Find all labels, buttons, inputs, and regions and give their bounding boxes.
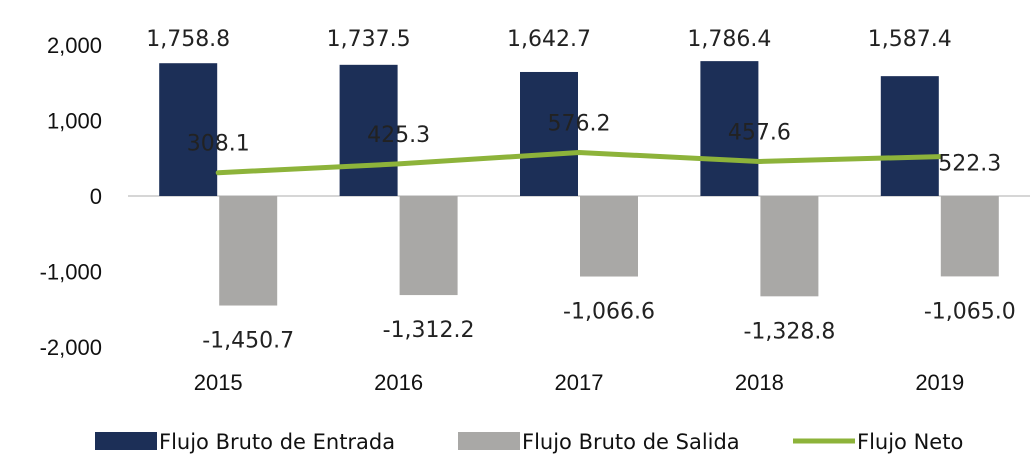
legend-label: Flujo Bruto de Salida bbox=[522, 430, 740, 454]
data-label-entrada: 1,786.4 bbox=[687, 27, 771, 52]
bar-flujo-salida bbox=[940, 196, 999, 277]
data-label-entrada: 1,758.8 bbox=[146, 27, 230, 52]
line-group bbox=[215, 149, 943, 176]
data-label-neto: 425.3 bbox=[367, 123, 430, 148]
bar-flujo-entrada bbox=[520, 71, 578, 196]
bar-flujo-salida bbox=[580, 196, 638, 277]
axis-group: 2,000 1,000 0 -1,000 -2,000 2015 2016 2017 2018 2… bbox=[40, 33, 1030, 395]
data-label-neto: 576.2 bbox=[548, 111, 611, 136]
bar-flujo-salida bbox=[760, 196, 819, 297]
x-tick-label: 2019 bbox=[915, 370, 964, 395]
data-label-salida: -1,450.7 bbox=[202, 329, 294, 354]
bar-flujo-salida bbox=[219, 196, 278, 306]
legend: Flujo Bruto de Entrada Flujo Bruto de Sal… bbox=[95, 430, 963, 454]
bar-flujo-salida bbox=[399, 196, 458, 296]
y-tick-label: -2,000 bbox=[40, 335, 102, 360]
data-label-salida: -1,328.8 bbox=[743, 319, 835, 344]
y-tick-label: 1,000 bbox=[47, 109, 102, 134]
x-tick-label: 2017 bbox=[555, 370, 604, 395]
legend-label: Flujo Bruto de Entrada bbox=[159, 430, 395, 454]
data-label-entrada: 1,737.5 bbox=[327, 27, 411, 52]
bar-flujo-entrada bbox=[339, 64, 398, 196]
data-label-salida: -1,066.6 bbox=[563, 300, 655, 325]
x-tick-label: 2018 bbox=[735, 370, 784, 395]
bars-group bbox=[159, 61, 999, 306]
legend-swatch bbox=[458, 432, 520, 450]
data-label-entrada: 1,642.7 bbox=[507, 27, 591, 52]
data-label-entrada: 1,587.4 bbox=[868, 27, 952, 52]
bar-flujo-entrada bbox=[880, 76, 939, 196]
data-label-neto: 522.3 bbox=[938, 152, 1001, 177]
x-tick-label: 2016 bbox=[374, 370, 423, 395]
line-flujo-neto bbox=[215, 149, 943, 176]
data-label-neto: 457.6 bbox=[728, 120, 791, 145]
y-tick-label: -1,000 bbox=[40, 260, 102, 285]
y-tick-label: 0 bbox=[90, 184, 102, 209]
bar-flujo-entrada bbox=[700, 61, 759, 196]
legend-label: Flujo Neto bbox=[857, 430, 963, 454]
legend-swatch bbox=[95, 432, 157, 450]
x-tick-label: 2015 bbox=[194, 370, 243, 395]
bar-flujo-entrada bbox=[159, 63, 218, 196]
data-label-salida: -1,065.0 bbox=[924, 299, 1016, 324]
y-tick-label: 2,000 bbox=[47, 33, 102, 58]
data-label-salida: -1,312.2 bbox=[383, 318, 475, 343]
data-labels-group: 1,758.8 -1,450.7 1,737.5 -1,312.2 1,642.7 -1,… bbox=[146, 27, 1016, 354]
data-label-neto: 308.1 bbox=[187, 132, 250, 157]
